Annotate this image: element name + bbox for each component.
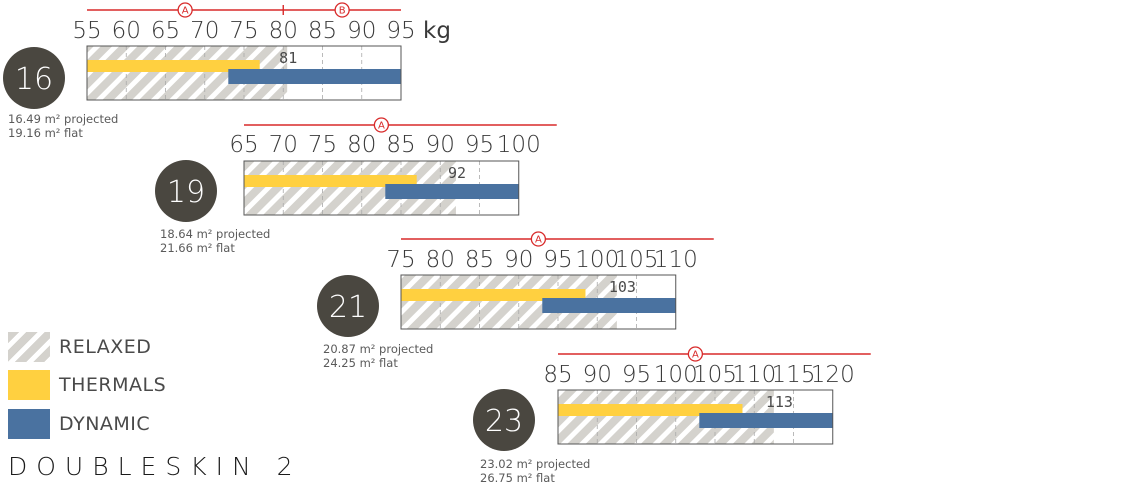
wing-16-tick-80: 80 [269, 18, 298, 44]
wing-21-tick-85: 85 [465, 247, 494, 273]
wing-19-size-badge [155, 160, 217, 222]
wing-19-tick-75: 75 [308, 132, 337, 158]
wing-19-tick-65: 65 [229, 132, 258, 158]
wing-23-tick-110: 110 [732, 362, 776, 388]
legend-thermals-label: THERMALS [59, 374, 167, 396]
wing-23-max-label: 113 [766, 393, 793, 411]
wing-23-flat: 26.75 m² flat [480, 471, 555, 485]
wing-21-tick-75: 75 [386, 247, 415, 273]
legend-dynamic: DYNAMIC [8, 409, 150, 439]
wing-19-projected: 18.64 m² projected [160, 227, 271, 241]
wing-19-tick-90: 90 [426, 132, 455, 158]
wing-19-tick-80: 80 [347, 132, 376, 158]
wing-21-tick-100: 100 [575, 247, 619, 273]
wing-21-max-label: 103 [609, 278, 636, 296]
wing-23-tick-120: 120 [811, 362, 855, 388]
legend-dynamic-swatch [8, 409, 50, 439]
wing-21-flat: 24.25 m² flat [323, 356, 398, 370]
wing-23-tick-90: 90 [583, 362, 612, 388]
wing-23-cert-marker-a [687, 346, 704, 362]
wing-21-tick-105: 105 [615, 247, 659, 273]
wing-23-tick-105: 105 [693, 362, 737, 388]
wing-21-tick-110: 110 [654, 247, 698, 273]
wing-16-cert-marker-a [177, 2, 193, 18]
brand-logo: DOUBLESKIN 2 [8, 452, 302, 481]
wing-23-size-label: 23 [485, 404, 523, 439]
wing-21-tick-90: 90 [504, 247, 533, 273]
wing-21-size-label: 21 [329, 290, 367, 325]
legend-thermals: THERMALS [8, 370, 166, 400]
wing-19-tick-85: 85 [386, 132, 415, 158]
wing-21-thermals-bar [401, 289, 586, 301]
wing-23-tick-100: 100 [654, 362, 698, 388]
wing-23-dynamic-bar [699, 413, 833, 428]
wing-23-frame [557, 389, 834, 445]
wing-16-tick-75: 75 [229, 18, 258, 44]
wing-16-tick-90: 90 [347, 18, 376, 44]
wing-19-cert-marker-a [373, 117, 390, 133]
wing-16-flat: 19.16 m² flat [8, 126, 83, 140]
wing-19-size-label: 19 [167, 175, 205, 210]
wing-21-size-badge [317, 275, 379, 337]
wing-16-dynamic-bar [228, 69, 401, 84]
wing-16-cert-marker-label-b: B [339, 6, 346, 17]
wing-23-projected: 23.02 m² projected [480, 457, 591, 471]
wing-21-cert-marker-a [530, 231, 547, 247]
wing-19-max-label: 92 [448, 164, 466, 182]
wing-16-tick-85: 85 [308, 18, 337, 44]
wing-19-tick-70: 70 [269, 132, 298, 158]
wing-16-tick-55: 55 [72, 18, 101, 44]
wing-19-tick-95: 95 [465, 132, 494, 158]
wing-23-tick-115: 115 [772, 362, 816, 388]
wing-23-tick-85: 85 [543, 362, 572, 388]
wing-16-thermals-bar [87, 60, 260, 72]
wing-16-projected: 16.49 m² projected [8, 112, 119, 126]
wing-16-area: 16.49 m² projected 19.16 m² flat [8, 112, 118, 140]
wing-21-area: 20.87 m² projected 24.25 m² flat [323, 342, 433, 370]
wing-19-flat: 21.66 m² flat [160, 241, 235, 255]
wing-16-cert-marker-label-a: A [182, 6, 189, 17]
wing-19-thermals-bar [244, 175, 417, 187]
wing-23-size-badge [473, 389, 535, 451]
legend-thermals-swatch [8, 370, 50, 400]
legend-relaxed: RELAXED [8, 332, 151, 362]
wing-16-cert-marker-b [334, 2, 350, 18]
wing-21-tick-95: 95 [543, 247, 572, 273]
wing-21-tick-80: 80 [426, 247, 455, 273]
unit-label: kg [423, 18, 451, 44]
wing-16-max-label: 81 [279, 49, 297, 67]
wing-23-tick-95: 95 [622, 362, 651, 388]
legend-relaxed-swatch [8, 332, 50, 362]
wing-19-frame [243, 160, 520, 216]
legend-dynamic-label: DYNAMIC [59, 413, 151, 435]
wing-23-thermals-bar [558, 404, 743, 416]
wing-19-tick-100: 100 [497, 132, 541, 158]
wing-16-tick-70: 70 [190, 18, 219, 44]
wing-16-frame [86, 45, 402, 101]
wing-19-cert-marker-label-a: A [378, 121, 385, 132]
wing-16-tick-95: 95 [386, 18, 415, 44]
wing-21-dynamic-bar [542, 298, 676, 313]
legend-relaxed-label: RELAXED [59, 336, 152, 358]
wing-23-cert-marker-label-a: A [692, 350, 699, 361]
wing-21-projected: 20.87 m² projected [323, 342, 434, 356]
wing-23-area: 23.02 m² projected 26.75 m² flat [480, 457, 590, 485]
wing-19-dynamic-bar [385, 184, 519, 199]
wing-19-area: 18.64 m² projected 21.66 m² flat [160, 227, 270, 255]
wing-16-tick-65: 65 [151, 18, 180, 44]
wing-21-frame [400, 274, 677, 330]
wing-21-cert-marker-label-a: A [535, 235, 542, 246]
wing-16-tick-60: 60 [112, 18, 141, 44]
wing-16-size-badge [3, 47, 65, 109]
wing-16-size-label: 16 [15, 62, 53, 97]
